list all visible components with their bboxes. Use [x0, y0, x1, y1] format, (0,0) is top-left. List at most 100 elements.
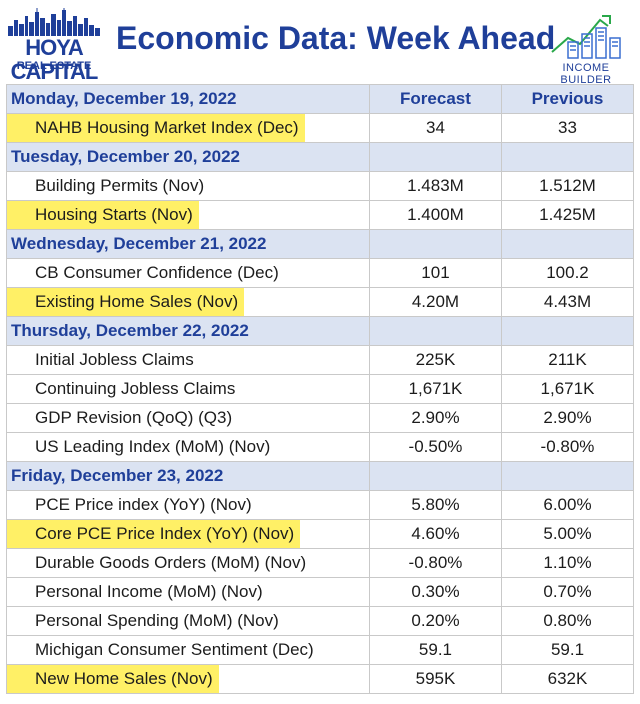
previous-value: 100.2 — [500, 258, 635, 288]
previous-value: 4.43M — [500, 287, 635, 317]
day-date: Friday, December 23, 2022 — [6, 461, 370, 491]
day-date: Tuesday, December 20, 2022 — [6, 142, 370, 172]
indicator-cell: US Leading Index (MoM) (Nov) — [6, 432, 370, 462]
forecast-value: 4.60% — [368, 519, 502, 549]
forecast-value: 101 — [368, 258, 502, 288]
previous-value: 6.00% — [500, 490, 635, 520]
previous-column-header: Previous — [500, 84, 635, 114]
empty-cell — [500, 142, 635, 172]
indicator-label-highlighted: NAHB Housing Market Index (Dec) — [7, 114, 305, 142]
previous-value: 1.512M — [500, 171, 635, 201]
indicator-cell: Personal Spending (MoM) (Nov) — [6, 606, 370, 636]
previous-value: 0.80% — [500, 606, 635, 636]
indicator-cell: Continuing Jobless Claims — [6, 374, 370, 404]
forecast-value: 4.20M — [368, 287, 502, 317]
previous-value: -0.80% — [500, 432, 635, 462]
indicator-label-highlighted: Existing Home Sales (Nov) — [7, 288, 245, 316]
indicator-row: Continuing Jobless Claims 1,671K 1,671K — [6, 374, 635, 404]
forecast-value: 5.80% — [368, 490, 502, 520]
indicator-label: Personal Spending (MoM) (Nov) — [35, 611, 279, 630]
income-builder-logo: INCOME BUILDER — [538, 8, 634, 86]
indicator-label: Initial Jobless Claims — [35, 350, 194, 369]
previous-value: 632K — [500, 664, 635, 694]
empty-cell — [500, 316, 635, 346]
rising-buildings-icon — [551, 15, 621, 59]
indicator-row: Existing Home Sales (Nov) 4.20M 4.43M — [6, 287, 635, 317]
indicator-cell: GDP Revision (QoQ) (Q3) — [6, 403, 370, 433]
forecast-value: 34 — [368, 113, 502, 143]
indicator-row: Michigan Consumer Sentiment (Dec) 59.1 59.… — [6, 635, 635, 665]
hoya-capital-logo: HOYA CAPITAL REAL ESTATE — [8, 8, 100, 84]
indicator-row: Personal Income (MoM) (Nov) 0.30% 0.70% — [6, 577, 635, 607]
forecast-value: 1,671K — [368, 374, 502, 404]
indicator-row: NAHB Housing Market Index (Dec) 34 33 — [6, 113, 635, 143]
indicator-cell: Core PCE Price Index (YoY) (Nov) — [6, 519, 370, 549]
brand-subtitle: REAL ESTATE — [16, 60, 92, 72]
indicator-row: Durable Goods Orders (MoM) (Nov) -0.80% 1.… — [6, 548, 635, 578]
previous-value: 0.70% — [500, 577, 635, 607]
brand-name: HOYA CAPITAL — [10, 35, 99, 84]
indicator-row: GDP Revision (QoQ) (Q3) 2.90% 2.90% — [6, 403, 635, 433]
previous-value: 33 — [500, 113, 635, 143]
indicator-row: Building Permits (Nov) 1.483M 1.512M — [6, 171, 635, 201]
empty-cell — [368, 461, 502, 491]
indicator-label: Continuing Jobless Claims — [35, 379, 236, 398]
previous-value: 5.00% — [500, 519, 635, 549]
day-header-row: Wednesday, December 21, 2022 — [6, 229, 635, 259]
day-header-row: Tuesday, December 20, 2022 — [6, 142, 635, 172]
previous-value: 211K — [500, 345, 635, 375]
indicator-cell: Personal Income (MoM) (Nov) — [6, 577, 370, 607]
indicator-cell: Housing Starts (Nov) — [6, 200, 370, 230]
empty-cell — [368, 316, 502, 346]
forecast-value: 59.1 — [368, 635, 502, 665]
indicator-label: CB Consumer Confidence (Dec) — [35, 263, 279, 282]
indicator-label: GDP Revision (QoQ) (Q3) — [35, 408, 233, 427]
previous-value: 1.425M — [500, 200, 635, 230]
day-header-row: Monday, December 19, 2022 Forecast Previou… — [6, 84, 635, 114]
indicator-cell: Existing Home Sales (Nov) — [6, 287, 370, 317]
forecast-value: -0.80% — [368, 548, 502, 578]
previous-value: 2.90% — [500, 403, 635, 433]
previous-value: 1,671K — [500, 374, 635, 404]
forecast-value: -0.50% — [368, 432, 502, 462]
day-date: Wednesday, December 21, 2022 — [6, 229, 370, 259]
indicator-cell: PCE Price index (YoY) (Nov) — [6, 490, 370, 520]
indicator-cell: NAHB Housing Market Index (Dec) — [6, 113, 370, 143]
indicator-row: US Leading Index (MoM) (Nov) -0.50% -0.80% — [6, 432, 635, 462]
indicator-cell: Michigan Consumer Sentiment (Dec) — [6, 635, 370, 665]
forecast-value: 0.20% — [368, 606, 502, 636]
forecast-column-header: Forecast — [368, 84, 502, 114]
indicator-label: PCE Price index (YoY) (Nov) — [35, 495, 252, 514]
indicator-label-highlighted: New Home Sales (Nov) — [7, 665, 219, 693]
forecast-value: 1.400M — [368, 200, 502, 230]
day-date: Thursday, December 22, 2022 — [6, 316, 370, 346]
empty-cell — [500, 229, 635, 259]
indicator-cell: New Home Sales (Nov) — [6, 664, 370, 694]
indicator-row: Housing Starts (Nov) 1.400M 1.425M — [6, 200, 635, 230]
indicator-row: PCE Price index (YoY) (Nov) 5.80% 6.00% — [6, 490, 635, 520]
indicator-label: Personal Income (MoM) (Nov) — [35, 582, 263, 601]
indicator-label-highlighted: Core PCE Price Index (YoY) (Nov) — [7, 520, 301, 548]
indicator-label: Durable Goods Orders (MoM) (Nov) — [35, 553, 307, 572]
forecast-value: 595K — [368, 664, 502, 694]
indicator-label-highlighted: Housing Starts (Nov) — [7, 201, 199, 229]
page-title: Economic Data: Week Ahead — [116, 20, 556, 56]
skyline-icon — [8, 8, 100, 36]
forecast-value: 225K — [368, 345, 502, 375]
indicator-row: CB Consumer Confidence (Dec) 101 100.2 — [6, 258, 635, 288]
economic-data-table: Monday, December 19, 2022 Forecast Previou… — [6, 84, 635, 694]
indicator-cell: Durable Goods Orders (MoM) (Nov) — [6, 548, 370, 578]
indicator-label: Building Permits (Nov) — [35, 176, 205, 195]
empty-cell — [368, 142, 502, 172]
forecast-value: 0.30% — [368, 577, 502, 607]
indicator-cell: CB Consumer Confidence (Dec) — [6, 258, 370, 288]
previous-value: 1.10% — [500, 548, 635, 578]
day-date: Monday, December 19, 2022 — [6, 84, 370, 114]
header: HOYA CAPITAL REAL ESTATE Economic Data: … — [0, 0, 640, 86]
indicator-label: US Leading Index (MoM) (Nov) — [35, 437, 271, 456]
day-header-row: Friday, December 23, 2022 — [6, 461, 635, 491]
empty-cell — [368, 229, 502, 259]
empty-cell — [500, 461, 635, 491]
indicator-cell: Building Permits (Nov) — [6, 171, 370, 201]
